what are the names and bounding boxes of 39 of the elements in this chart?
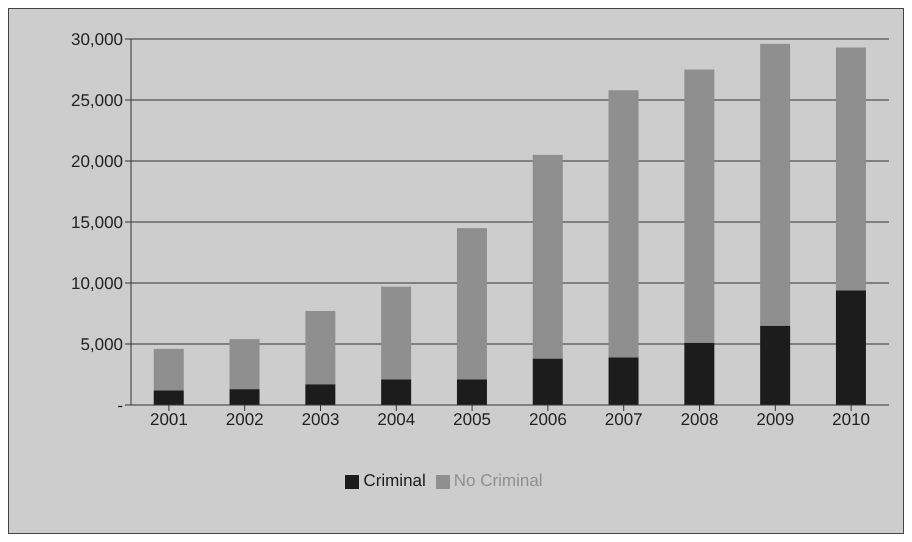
- y-tick-label: -: [117, 396, 123, 416]
- x-tick-label: 2009: [756, 410, 794, 430]
- y-tick-label: 25,000: [71, 91, 123, 110]
- bar: [760, 326, 790, 405]
- y-tick-label: 30,000: [71, 30, 123, 50]
- y-tick-label: 20,000: [71, 152, 123, 172]
- bar: [154, 390, 184, 405]
- bar: [760, 44, 790, 326]
- x-tick-label: 2007: [604, 410, 643, 430]
- bar: [230, 339, 260, 390]
- bar: [456, 228, 487, 380]
- x-tick-label: 2001: [150, 410, 188, 430]
- x-tick-label: 2005: [453, 410, 492, 430]
- bar: [608, 357, 639, 405]
- y-tick-label: 10,000: [71, 274, 123, 294]
- legend-label: No Criminal: [454, 471, 543, 490]
- bar: [836, 290, 866, 405]
- x-tick-label: 2002: [226, 410, 264, 430]
- bar: [305, 311, 336, 384]
- legend-label: Criminal: [363, 471, 426, 490]
- bar: [230, 389, 260, 405]
- bar: [608, 90, 639, 358]
- y-tick-label: 15,000: [71, 213, 123, 232]
- bar: [684, 70, 714, 343]
- x-tick-label: 2004: [377, 410, 416, 430]
- x-tick-label: 2010: [832, 410, 870, 430]
- bar: [456, 379, 487, 405]
- x-tick-label: 2006: [528, 410, 567, 430]
- y-tick-label: 5,000: [80, 335, 123, 354]
- bar: [532, 154, 563, 359]
- bar: [836, 48, 866, 290]
- bar: [154, 348, 184, 390]
- bar: [305, 384, 336, 405]
- bar: [684, 342, 714, 405]
- bar: [381, 379, 412, 405]
- x-tick-label: 2003: [302, 410, 340, 430]
- x-tick-label: 2008: [680, 410, 718, 430]
- bar: [381, 286, 412, 380]
- bar: [532, 358, 563, 405]
